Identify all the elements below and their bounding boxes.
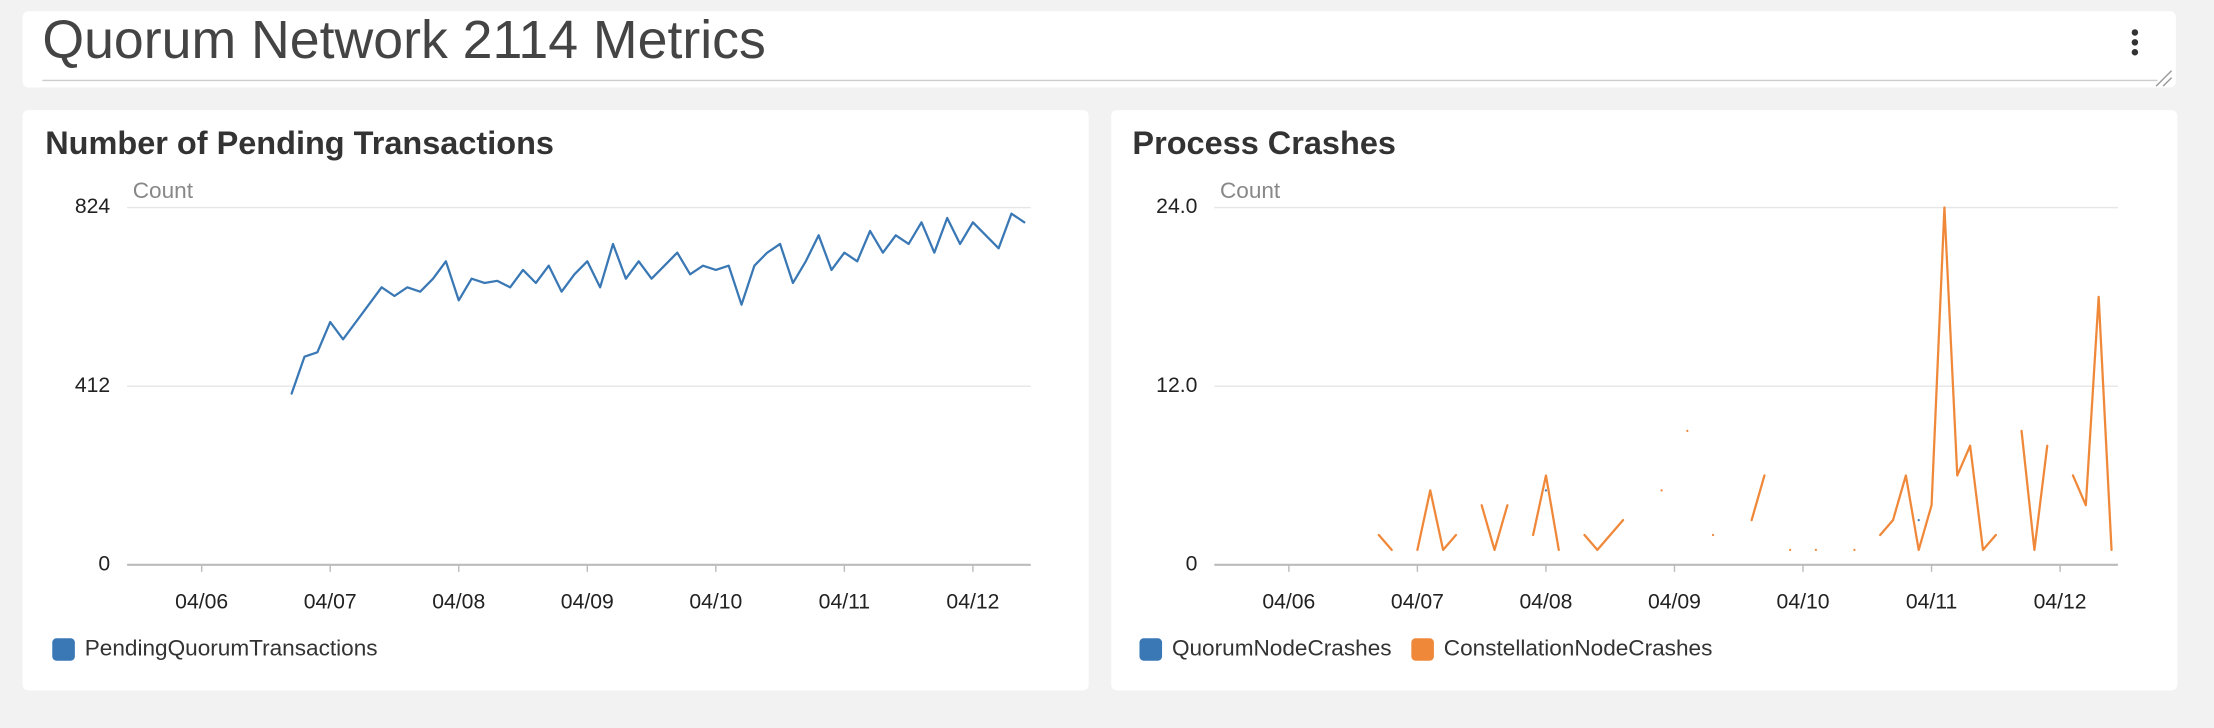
x-tick-label: 04/11: [819, 590, 870, 613]
x-tick-label: 04/09: [561, 590, 614, 613]
chart-title: Number of Pending Transactions: [45, 125, 554, 161]
y-tick-label: 12.0: [1156, 374, 1197, 397]
x-tick-label: 04/06: [175, 590, 228, 613]
y-axis-label: Count: [133, 178, 194, 203]
x-tick-label: 04/11: [1906, 590, 1957, 613]
x-tick-label: 04/07: [304, 590, 357, 613]
dashboard-title: Quorum Network 2114 Metrics: [42, 10, 765, 70]
y-tick-label: 412: [75, 374, 110, 397]
y-tick-label: 824: [75, 195, 111, 218]
x-tick-label: 04/07: [1391, 590, 1444, 613]
legend-label: PendingQuorumTransactions: [85, 635, 378, 660]
menu-dot[interactable]: [2131, 48, 2139, 56]
x-tick-label: 04/10: [1777, 590, 1830, 613]
legend-swatch: [52, 638, 75, 661]
x-tick-label: 04/08: [432, 590, 485, 613]
y-tick-label: 0: [98, 552, 110, 575]
resize-handle[interactable]: [2155, 70, 2173, 87]
x-tick-label: 04/12: [946, 590, 999, 613]
series-line: [290, 212, 1026, 395]
menu-dot[interactable]: [2131, 39, 2139, 46]
x-tick-label: 04/12: [2034, 590, 2087, 613]
menu-dot[interactable]: [2131, 29, 2139, 36]
chart-title: Process Crashes: [1132, 125, 1396, 161]
legend-swatch: [1139, 638, 1163, 661]
series-line: [1544, 489, 1920, 522]
x-tick-label: 04/10: [689, 590, 742, 613]
menu-icon[interactable]: [2131, 29, 2139, 56]
legend-swatch: [1411, 638, 1434, 661]
chart-panel: [22, 110, 1089, 691]
legend-label: QuorumNodeCrashes: [1172, 635, 1392, 660]
series-line: [1377, 206, 2113, 552]
x-tick-label: 04/09: [1648, 590, 1701, 613]
header-panel: [22, 11, 2176, 88]
x-tick-label: 04/06: [1262, 590, 1315, 613]
legend-label: ConstellationNodeCrashes: [1444, 635, 1713, 660]
y-axis-label: Count: [1220, 178, 1281, 203]
chart-panel: [1111, 110, 2178, 691]
x-tick-label: 04/08: [1519, 590, 1572, 613]
y-tick-label: 24.0: [1156, 195, 1197, 218]
y-tick-label: 0: [1186, 552, 1198, 575]
